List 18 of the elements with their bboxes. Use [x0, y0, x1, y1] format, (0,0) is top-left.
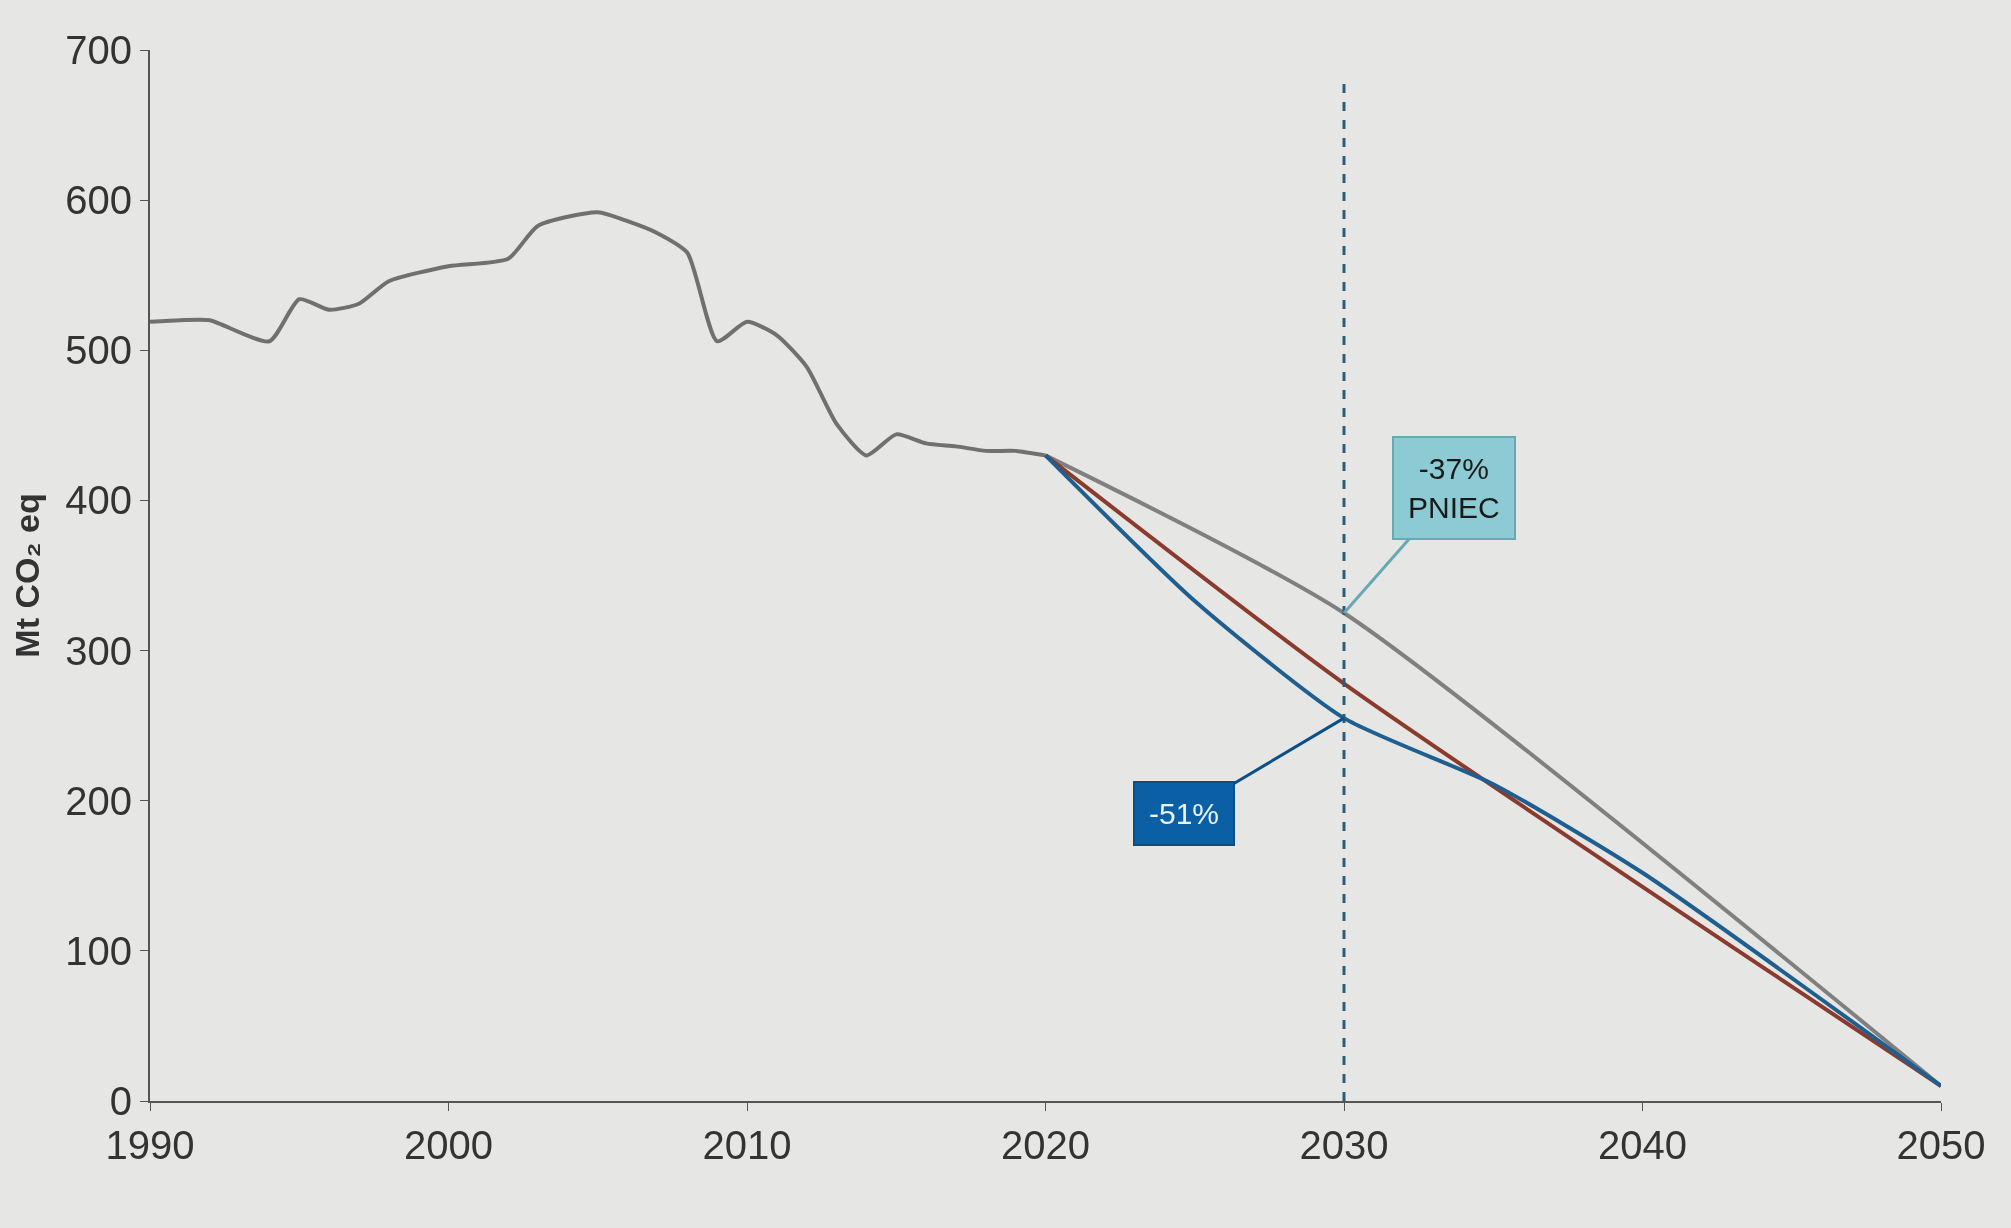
- annotation: -37% PNIEC: [1408, 452, 1500, 524]
- x-tick-label: 2030: [1299, 1123, 1389, 1167]
- y-tick-label: 100: [65, 928, 132, 973]
- y-tick-label: 0: [109, 1079, 132, 1123]
- x-tick-label: 2050: [1896, 1123, 1986, 1167]
- y-tick-label: 300: [65, 628, 132, 673]
- x-tick-label: 2020: [1001, 1123, 1090, 1167]
- y-tick-label: 500: [65, 328, 132, 373]
- y-tick-label: 700: [65, 28, 132, 72]
- x-tick-label: 2040: [1598, 1123, 1687, 1167]
- y-tick-label: 200: [65, 778, 132, 823]
- y-tick-label: 600: [65, 178, 132, 223]
- x-tick-label: 2000: [404, 1123, 493, 1167]
- x-tick-label: 2010: [702, 1123, 792, 1167]
- y-tick-label: 400: [65, 478, 132, 523]
- x-tick-label: 1990: [105, 1123, 195, 1167]
- annotation: -51%: [1149, 797, 1220, 830]
- y-axis-title: Mt CO₂ eq: [8, 493, 47, 658]
